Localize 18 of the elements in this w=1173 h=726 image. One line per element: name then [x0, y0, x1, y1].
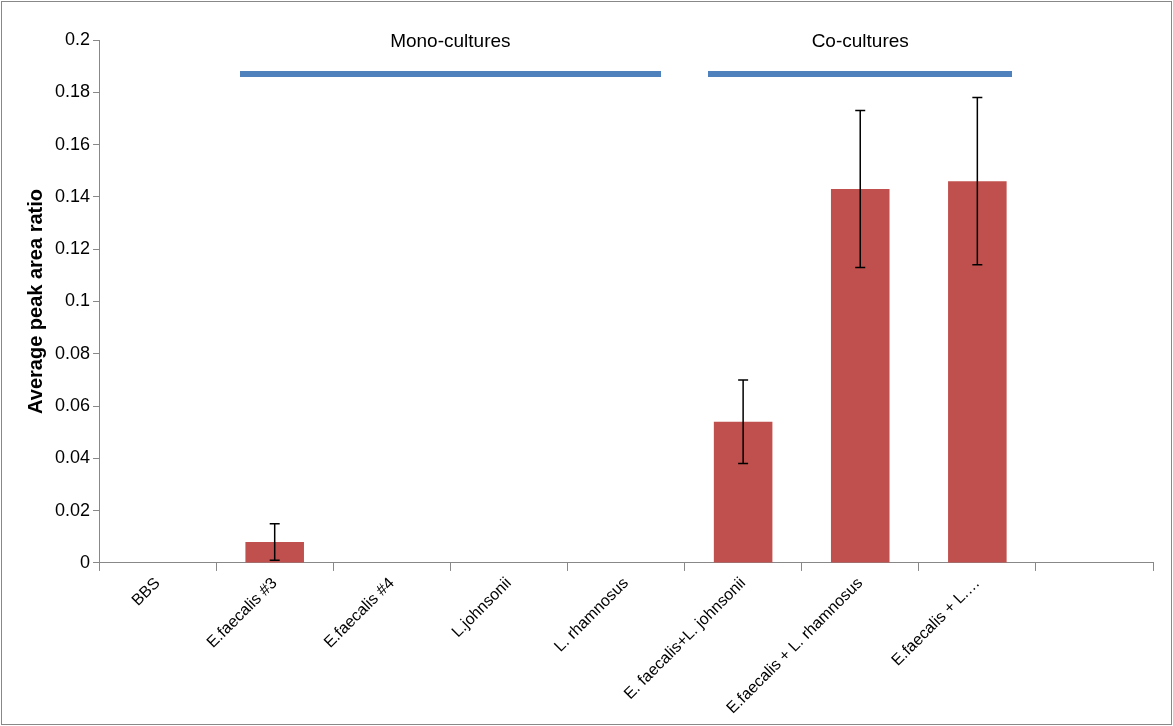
y-tick-label: 0.12	[54, 238, 91, 259]
bar	[245, 542, 304, 563]
y-tick-label: 0.08	[54, 342, 91, 363]
y-axis-title: Average peak area ratio	[23, 188, 46, 414]
y-tick-label: 0	[80, 551, 91, 572]
bar	[948, 181, 1007, 563]
y-tick-label: 0.02	[54, 499, 91, 520]
bar	[830, 189, 890, 563]
bar	[713, 421, 773, 563]
annotation: Co-cultures	[811, 30, 909, 52]
y-tick-label: 0.18	[54, 81, 91, 102]
y-tick-label: 0.1	[65, 290, 91, 311]
y-tick-label: 0.2	[65, 28, 91, 49]
y-tick-label: 0.04	[54, 447, 91, 468]
annotation: Mono-cultures	[390, 30, 511, 52]
y-tick-label: 0.06	[54, 395, 91, 416]
y-tick-label: 0.16	[54, 133, 91, 154]
y-tick-label: 0.14	[54, 185, 91, 206]
